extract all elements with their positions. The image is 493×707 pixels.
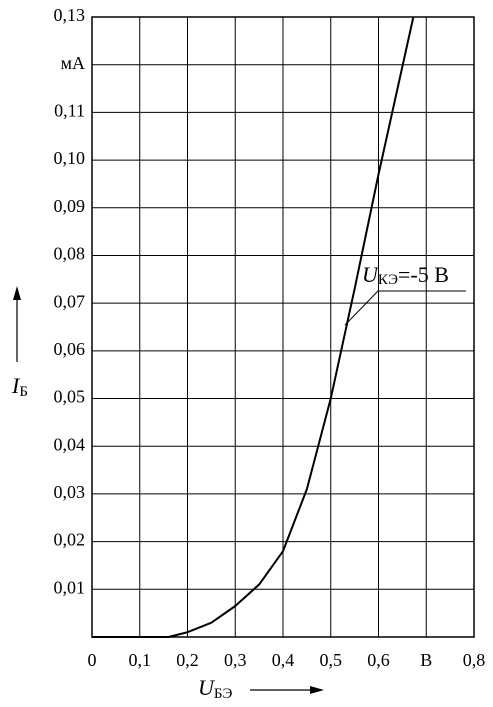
x-tick-label: 0,1	[129, 650, 152, 670]
y-tick-label: 0,11	[54, 101, 85, 121]
x-tick-label: 0,4	[272, 650, 295, 670]
y-tick-label: 0,09	[54, 196, 86, 216]
y-tick-label: 0,08	[54, 244, 86, 264]
annotation-suffix: =-5 В	[398, 262, 449, 287]
y-tick-label: 0,10	[54, 148, 86, 168]
y-label-subscript: Б	[19, 384, 28, 400]
y-tick-label: 0,05	[54, 387, 86, 407]
annotation-text: U	[362, 262, 380, 287]
x-arrow-head	[310, 686, 324, 694]
x-tick-label: 0	[88, 650, 97, 670]
annotation-subscript: КЭ	[378, 272, 398, 288]
x-tick-label: В	[420, 650, 432, 670]
x-tick-label: 0,3	[224, 650, 247, 670]
y-axis-label: IБ	[11, 373, 28, 400]
y-arrow-head	[13, 286, 21, 300]
y-tick-label: 0,07	[54, 291, 86, 311]
x-label-text: U	[198, 675, 216, 700]
y-label-text: I	[11, 373, 21, 398]
curve	[92, 16, 415, 638]
x-tick-label: 0,6	[367, 650, 390, 670]
x-tick-label: 0,2	[176, 650, 199, 670]
y-tick-label: 0,06	[54, 339, 86, 359]
x-tick-label: 0,5	[320, 650, 343, 670]
x-label-subscript: БЭ	[214, 686, 233, 702]
x-axis-label: UБЭ	[198, 675, 233, 702]
annotation: UКЭ=-5 В	[362, 262, 449, 288]
y-tick-label: 0,13	[54, 5, 86, 25]
y-tick-label: 0,04	[54, 434, 86, 454]
y-tick-label: мА	[61, 53, 85, 73]
y-tick-label: 0,02	[54, 530, 86, 550]
x-tick-label: 0,8	[463, 650, 486, 670]
y-tick-label: 0,03	[54, 482, 86, 502]
y-tick-label: 0,01	[54, 577, 86, 597]
annotation-leader	[344, 290, 466, 326]
